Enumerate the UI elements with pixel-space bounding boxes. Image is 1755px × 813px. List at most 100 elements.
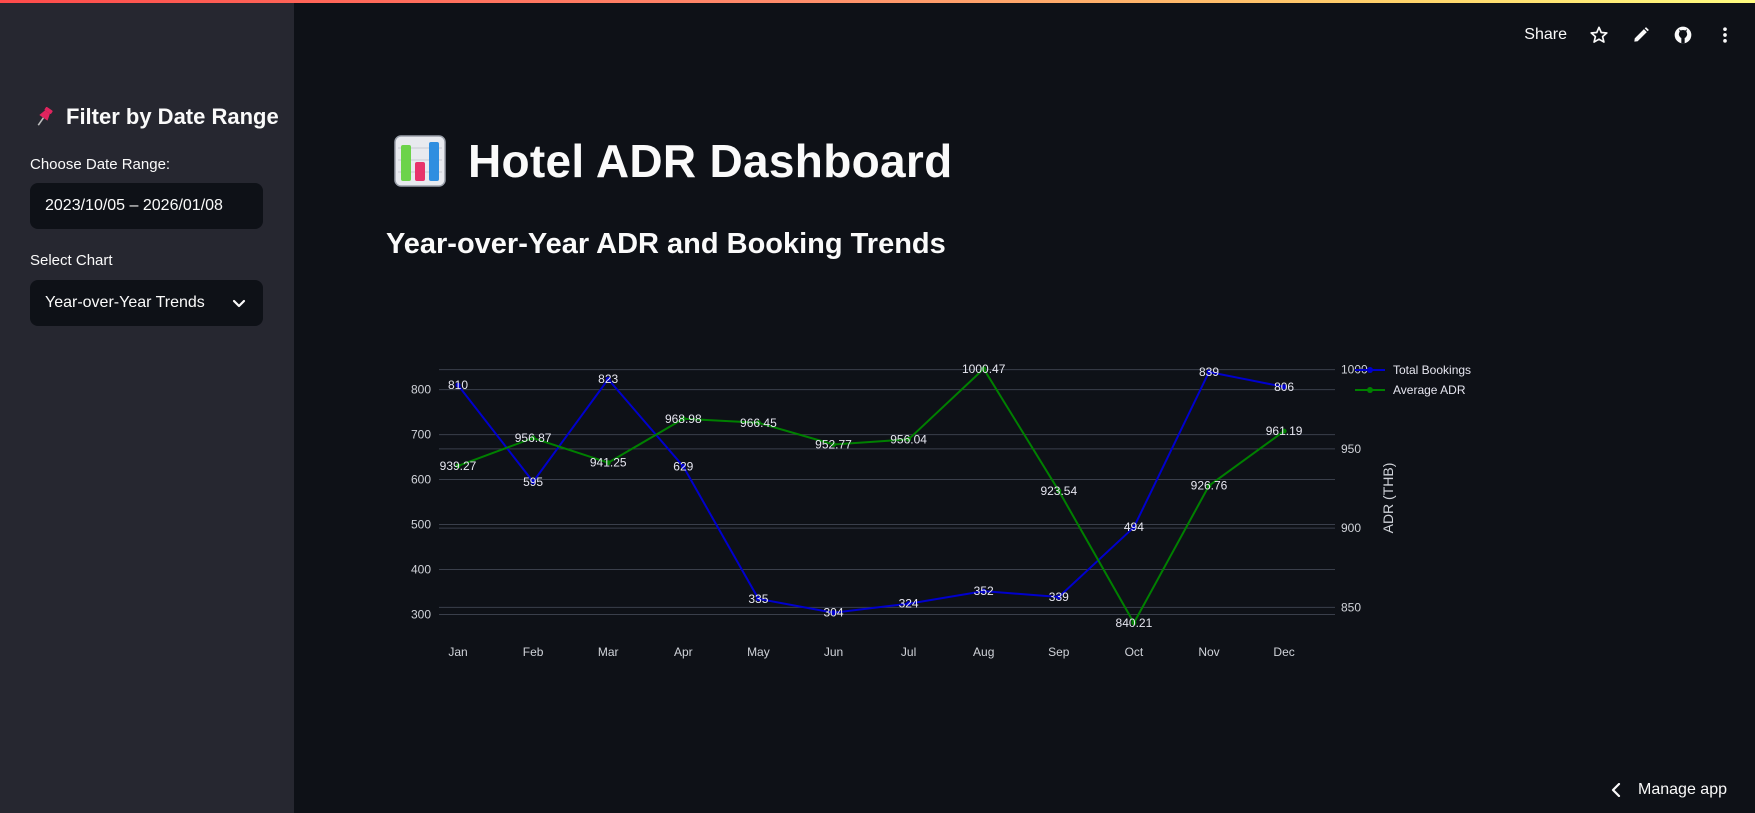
data-label: 966.45 [740, 416, 777, 430]
y-right-tick-label: 1000 [1341, 363, 1368, 377]
chart-select-value: Year-over-Year Trends [45, 294, 205, 311]
date-range-input[interactable]: 2023/10/05 – 2026/01/08 [30, 183, 263, 229]
manage-app-button[interactable]: Manage app [1610, 781, 1727, 799]
data-label: 961.19 [1266, 424, 1303, 438]
x-tick-label: Feb [523, 645, 544, 659]
github-icon[interactable] [1673, 25, 1693, 45]
x-tick-label: Jul [901, 645, 916, 659]
x-tick-label: Mar [598, 645, 619, 659]
data-label: 952.77 [815, 437, 852, 451]
data-label: 840.21 [1116, 616, 1153, 630]
header-decoration-stripe [0, 0, 1755, 3]
chevron-left-icon [1611, 783, 1621, 797]
data-point [1056, 594, 1062, 600]
y-right-tick-label: 950 [1341, 442, 1361, 456]
data-label: 968.98 [665, 412, 702, 426]
data-label: 923.54 [1040, 484, 1077, 498]
legend-label: Average ADR [1393, 383, 1466, 397]
data-point [831, 610, 836, 616]
x-tick-label: Aug [973, 645, 994, 659]
star-icon[interactable] [1589, 25, 1609, 45]
share-button[interactable]: Share [1524, 26, 1567, 43]
data-point [1206, 369, 1212, 375]
page-title: Hotel ADR Dashboard [468, 135, 953, 187]
x-tick-label: May [747, 645, 770, 659]
y-left-tick-label: 700 [411, 428, 431, 442]
data-label: 629 [673, 460, 693, 474]
data-label: 595 [523, 475, 543, 489]
x-tick-label: Nov [1198, 645, 1219, 659]
x-tick-label: Jun [824, 645, 843, 659]
sidebar-header: Filter by Date Range [32, 104, 279, 130]
legend-label: Total Bookings [1393, 363, 1471, 377]
y-left-tick-label: 600 [411, 473, 431, 487]
legend-swatch-marker [1367, 387, 1373, 393]
data-point [1206, 483, 1212, 489]
data-point [1281, 428, 1287, 434]
legend-swatch-marker [1367, 367, 1373, 373]
y-right-tick-label: 900 [1341, 521, 1361, 535]
series-line [457, 370, 1285, 614]
x-tick-label: Apr [674, 645, 693, 659]
chevron-down-icon [232, 299, 246, 308]
data-label: 352 [974, 584, 994, 598]
data-point [831, 441, 836, 447]
top-toolbar: Share [1524, 22, 1735, 48]
data-point [530, 479, 536, 485]
data-label: 839 [1199, 365, 1219, 379]
manage-app-label: Manage app [1638, 781, 1727, 798]
data-label: 494 [1124, 520, 1144, 534]
series-line [457, 367, 1285, 625]
data-label: 926.76 [1191, 479, 1228, 493]
data-point [1131, 524, 1137, 530]
data-point [755, 596, 761, 602]
pencil-icon[interactable] [1631, 25, 1651, 45]
data-point [1131, 620, 1137, 626]
pushpin-icon [37, 106, 53, 126]
data-label: 939.27 [440, 459, 477, 473]
data-point [1281, 384, 1287, 390]
data-label: 806 [1274, 380, 1294, 394]
x-tick-label: Dec [1273, 645, 1294, 659]
data-point [755, 420, 761, 426]
data-label: 1000.47 [962, 362, 1006, 376]
data-label: 810 [448, 378, 468, 392]
y-left-tick-label: 300 [411, 608, 431, 622]
data-point [605, 460, 611, 466]
section-title: Year-over-Year ADR and Booking Trends [386, 228, 946, 260]
y-left-tick-label: 500 [411, 518, 431, 532]
sidebar: Filter by Date Range Choose Date Range: … [0, 0, 294, 813]
bar-chart-icon [394, 135, 446, 187]
data-point [1056, 488, 1062, 494]
data-point [906, 601, 912, 607]
data-point [981, 366, 987, 372]
adr-booking-chart[interactable]: ADR & Booking Trends by Month30040050060… [362, 291, 1670, 750]
chart-container: ADR & Booking Trends by Month30040050060… [362, 291, 1670, 750]
data-label: 823 [598, 372, 618, 386]
data-label: 956.87 [515, 431, 552, 445]
x-tick-label: Oct [1125, 645, 1144, 659]
data-point [455, 382, 461, 388]
sidebar-header-text: Filter by Date Range [66, 104, 279, 129]
data-label: 941.25 [590, 456, 627, 470]
y-right-axis-title: ADR (THB) [1380, 463, 1396, 534]
data-point [906, 436, 912, 442]
date-range-value: 2023/10/05 – 2026/01/08 [45, 197, 223, 214]
data-point [455, 463, 461, 469]
data-label: 335 [748, 592, 768, 606]
y-left-tick-label: 800 [411, 383, 431, 397]
date-range-label: Choose Date Range: [30, 156, 171, 173]
data-point [530, 435, 536, 441]
x-tick-label: Jan [448, 645, 467, 659]
data-label: 956.04 [890, 432, 927, 446]
data-point [605, 376, 611, 382]
more-vertical-icon[interactable] [1715, 25, 1735, 45]
data-point [981, 588, 987, 594]
y-left-tick-label: 400 [411, 563, 431, 577]
chart-select[interactable]: Year-over-Year Trends [30, 280, 263, 326]
chart-select-label: Select Chart [30, 252, 113, 269]
page-title-row: Hotel ADR Dashboard [394, 134, 952, 188]
x-tick-label: Sep [1048, 645, 1070, 659]
data-label: 304 [823, 606, 843, 620]
data-label: 339 [1049, 590, 1069, 604]
